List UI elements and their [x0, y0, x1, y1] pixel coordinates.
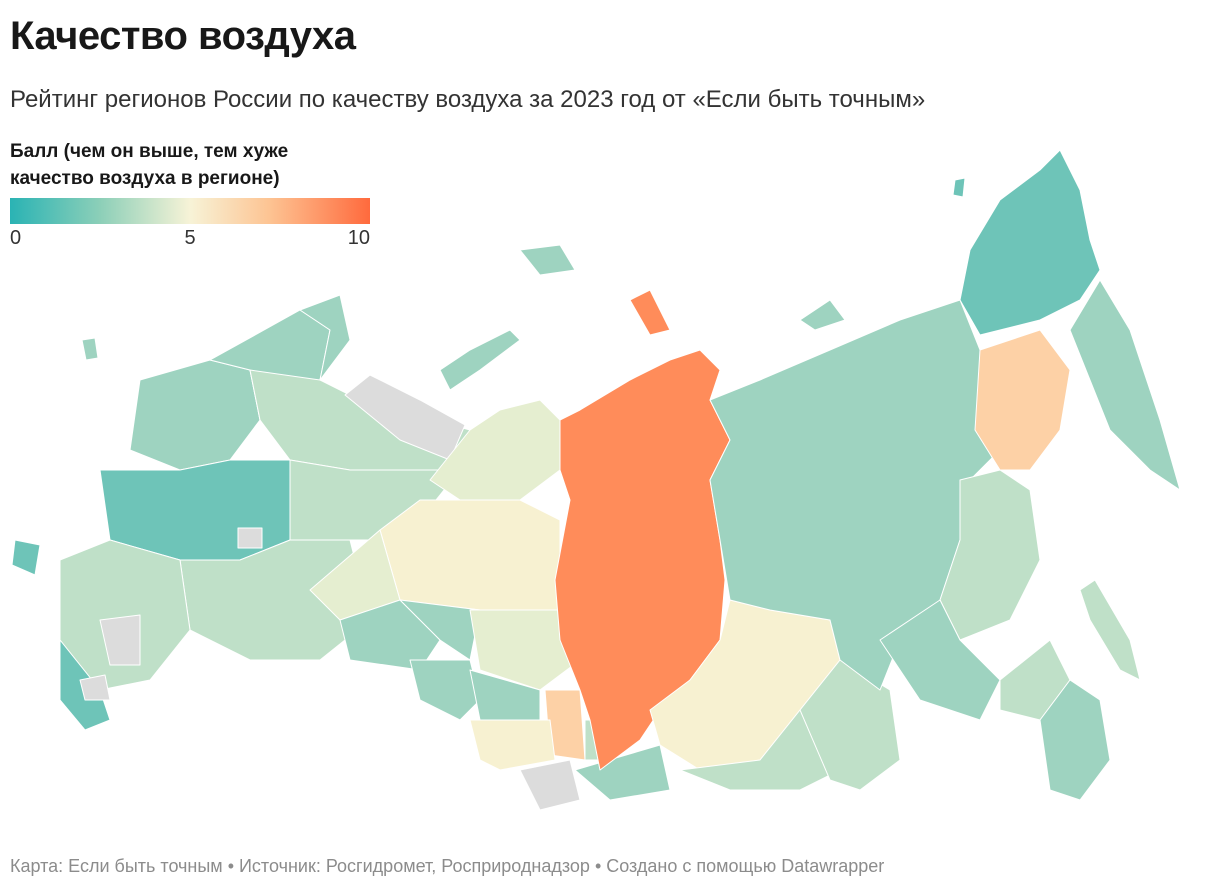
- region-no-data-moscow: [237, 527, 263, 549]
- region-murmansk[interactable]: [299, 294, 351, 381]
- region-crimea[interactable]: [11, 539, 41, 576]
- region-sakhalin[interactable]: [1079, 579, 1141, 681]
- legend-gradient-bar: [10, 198, 370, 224]
- region-franz-josef[interactable]: [519, 244, 576, 276]
- legend-tick-min: 0: [10, 227, 22, 249]
- russia-regions-map: [11, 149, 1181, 811]
- legend-title-line-2: качество воздуха в регионе): [10, 168, 280, 189]
- region-altai-no-data: [519, 759, 581, 811]
- region-tuva[interactable]: [574, 744, 671, 801]
- source-footer: Карта: Если быть точным • Источник: Росг…: [10, 856, 885, 876]
- legend-ticks: 0 5 10: [10, 224, 370, 252]
- color-legend: Балл (чем он выше, тем хуже качество воз…: [10, 138, 370, 252]
- region-kaliningrad[interactable]: [81, 337, 99, 361]
- region-altai-krai[interactable]: [469, 719, 556, 771]
- region-primorye[interactable]: [1039, 679, 1111, 801]
- region-magadan[interactable]: [974, 329, 1071, 471]
- region-northwest[interactable]: [129, 359, 261, 471]
- legend-tick-mid: 5: [184, 227, 196, 249]
- region-no-data-chechnya: [79, 674, 111, 701]
- region-new-siberian-islands[interactable]: [799, 299, 846, 331]
- region-omsk[interactable]: [409, 659, 481, 721]
- region-khmao[interactable]: [379, 499, 561, 611]
- chart-title: Качество воздуха: [10, 14, 356, 58]
- legend-tick-max: 10: [347, 227, 370, 249]
- region-chukotka[interactable]: [959, 149, 1101, 336]
- region-khabarovsk[interactable]: [939, 469, 1041, 641]
- legend-title: Балл (чем он выше, тем хуже качество воз…: [10, 138, 370, 192]
- region-taymyr-islands[interactable]: [629, 289, 671, 336]
- region-no-data-ukraine: [99, 614, 141, 666]
- region-novaya-zemlya[interactable]: [439, 329, 521, 391]
- legend-title-line-1: Балл (чем он выше, тем хуже: [10, 141, 289, 162]
- region-chelyabinsk[interactable]: [339, 599, 441, 671]
- region-tomsk[interactable]: [469, 609, 581, 691]
- chart-subtitle: Рейтинг регионов России по качеству возд…: [10, 86, 926, 113]
- region-nao-no-data: [344, 374, 466, 461]
- region-kamchatka[interactable]: [1069, 279, 1181, 491]
- region-wrangel[interactable]: [952, 177, 966, 198]
